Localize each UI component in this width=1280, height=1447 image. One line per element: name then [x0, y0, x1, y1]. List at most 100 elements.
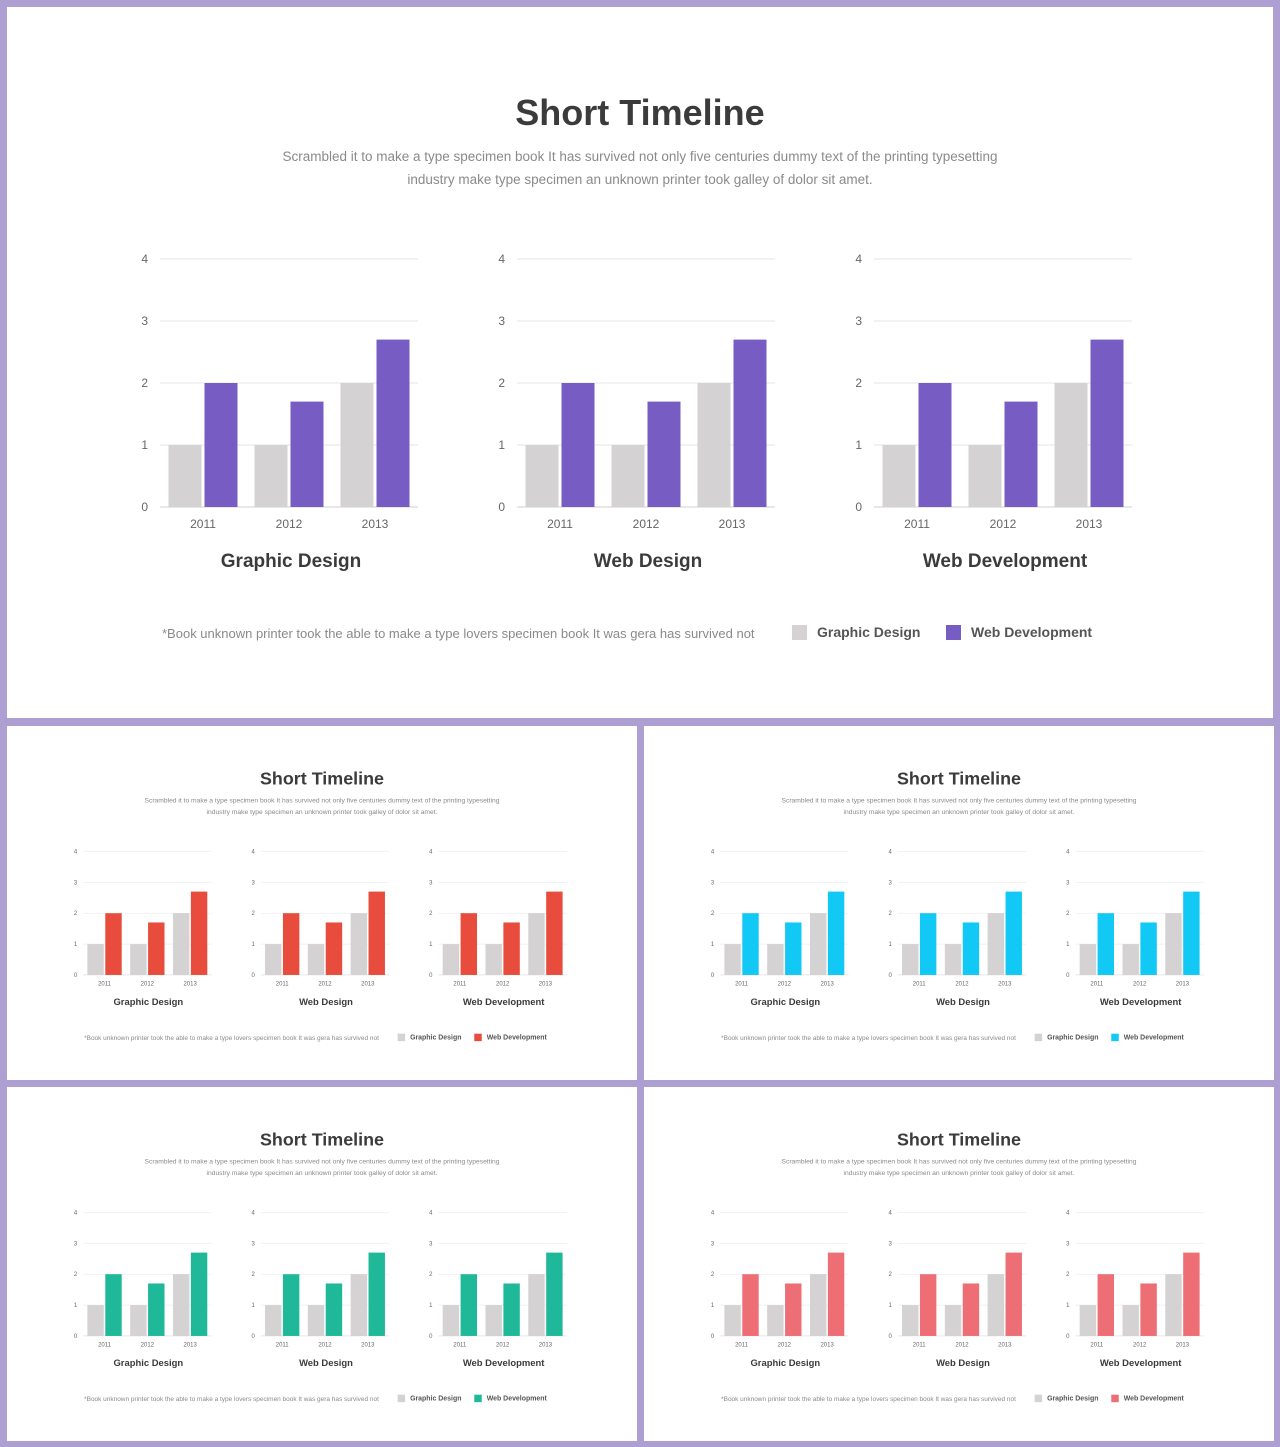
x-tick-label: 2012 [318, 1342, 332, 1348]
bar-web-development-2011 [919, 1274, 937, 1336]
y-tick-label: 0 [74, 1334, 78, 1340]
y-tick-label: 1 [711, 1303, 715, 1309]
x-tick-label: 2011 [904, 517, 930, 531]
bar-web-development-2011 [282, 913, 300, 975]
y-tick-label: 2 [141, 376, 148, 390]
slide-canvas: Short Timeline Scrambled it to make a typ… [141, 92, 1132, 641]
bar-web-development-2012 [785, 922, 802, 975]
y-tick-label: 2 [429, 1272, 433, 1278]
bar-graphic-design-2012 [307, 1305, 325, 1336]
y-tick-label: 4 [855, 252, 862, 266]
y-tick-label: 1 [888, 942, 892, 948]
y-tick-label: 3 [429, 880, 433, 886]
x-tick-label: 2011 [453, 1342, 467, 1348]
slide-main: Short Timeline Scrambled it to make a typ… [7, 7, 1273, 718]
y-tick-label: 2 [888, 911, 892, 917]
y-tick-label: 0 [251, 1334, 255, 1340]
y-tick-label: 3 [74, 880, 78, 886]
x-tick-label: 2013 [998, 1342, 1012, 1348]
bar-web-development-2012 [1140, 922, 1157, 975]
page-title: Short Timeline [897, 1130, 1021, 1150]
bar-chart-3: 0 1 2 3 4 2011 2012 2013 Web Development [1066, 1210, 1204, 1369]
x-tick-label: 2011 [98, 1342, 112, 1348]
y-tick-label: 3 [711, 880, 715, 886]
x-tick-label: 2012 [990, 517, 1017, 531]
x-tick-label: 2012 [633, 517, 660, 531]
bar-graphic-design-2011 [724, 944, 741, 975]
legend-label-graphic-design: Graphic Design [1047, 1396, 1098, 1403]
legend-swatch-graphic-design [1034, 1033, 1043, 1042]
bar-graphic-design-2011 [724, 1305, 741, 1336]
bar-web-development-2013 [190, 891, 208, 975]
bar-web-development-2013 [1005, 1252, 1022, 1336]
bar-web-development-2012 [290, 401, 324, 507]
y-tick-label: 1 [251, 1303, 255, 1309]
chart-title: Web Development [923, 551, 1088, 572]
y-tick-label: 2 [251, 911, 255, 917]
y-tick-label: 4 [711, 1210, 715, 1216]
x-tick-label: 2012 [496, 1342, 510, 1348]
chart-title: Graphic Design [221, 551, 361, 572]
x-tick-label: 2011 [190, 517, 216, 531]
legend-label-graphic-design: Graphic Design [1047, 1035, 1098, 1042]
legend-swatch-graphic-design [397, 1394, 406, 1403]
y-tick-label: 3 [1066, 880, 1070, 886]
y-tick-label: 0 [888, 1334, 892, 1340]
x-tick-label: 2012 [955, 981, 969, 987]
y-tick-label: 2 [855, 376, 862, 390]
y-tick-label: 1 [74, 942, 78, 948]
bar-web-development-2012 [503, 1283, 520, 1336]
x-tick-label: 2013 [1176, 981, 1190, 987]
page-subtitle-line-1: Scrambled it to make a type specimen boo… [145, 798, 500, 805]
bar-graphic-design-2012 [1122, 1305, 1139, 1336]
x-tick-label: 2013 [361, 981, 375, 987]
bar-web-development-2013 [1183, 891, 1200, 975]
chart-title: Web Design [936, 997, 990, 1008]
y-tick-label: 4 [251, 1210, 255, 1216]
y-tick-label: 0 [74, 973, 78, 979]
bar-graphic-design-2013 [528, 913, 545, 975]
y-tick-label: 4 [1066, 1210, 1070, 1216]
y-tick-label: 3 [251, 880, 255, 886]
bar-web-development-2011 [204, 383, 238, 507]
chart-title: Web Design [594, 551, 702, 572]
bar-graphic-design-2011 [442, 1305, 460, 1336]
footnote: *Book unknown printer took the able to m… [84, 1035, 379, 1042]
bar-web-development-2012 [325, 922, 343, 975]
y-tick-label: 1 [888, 1303, 892, 1309]
bar-graphic-design-2013 [1054, 383, 1088, 507]
chart-title: Web Development [463, 1358, 545, 1369]
y-tick-label: 3 [711, 1241, 715, 1247]
bar-graphic-design-2011 [87, 1305, 104, 1336]
y-tick-label: 1 [711, 942, 715, 948]
y-tick-label: 1 [74, 1303, 78, 1309]
x-tick-label: 2013 [820, 1342, 834, 1348]
bar-web-development-2012 [647, 401, 681, 507]
bar-web-development-2013 [190, 1252, 208, 1336]
x-tick-label: 2011 [547, 517, 573, 531]
bar-web-development-2011 [460, 913, 478, 975]
page-subtitle-line-2: industry make type specimen an unknown p… [844, 809, 1075, 816]
page-subtitle-line-1: Scrambled it to make a type specimen boo… [145, 1159, 500, 1166]
legend-label-web-development: Web Development [1124, 1035, 1185, 1042]
bar-web-development-2012 [503, 922, 520, 975]
chart-title: Graphic Design [750, 1358, 820, 1369]
x-tick-label: 2012 [955, 1342, 969, 1348]
x-tick-label: 2012 [141, 981, 155, 987]
bar-graphic-design-2012 [767, 944, 784, 975]
bar-web-development-2012 [962, 922, 980, 975]
y-tick-label: 0 [251, 973, 255, 979]
x-tick-label: 2013 [183, 981, 197, 987]
bar-web-development-2013 [368, 891, 385, 975]
legend-swatch-web-development [474, 1394, 482, 1403]
y-tick-label: 0 [1066, 973, 1070, 979]
bar-graphic-design-2012 [485, 944, 502, 975]
y-tick-label: 2 [1066, 911, 1070, 917]
legend: Graphic Design Web Development [397, 1033, 548, 1042]
y-tick-label: 2 [711, 1272, 715, 1278]
y-tick-label: 2 [74, 911, 78, 917]
y-tick-label: 3 [251, 1241, 255, 1247]
y-tick-label: 3 [1066, 1241, 1070, 1247]
slide-canvas: Short Timeline Scrambled it to make a typ… [74, 1130, 567, 1403]
y-tick-label: 1 [1066, 942, 1070, 948]
